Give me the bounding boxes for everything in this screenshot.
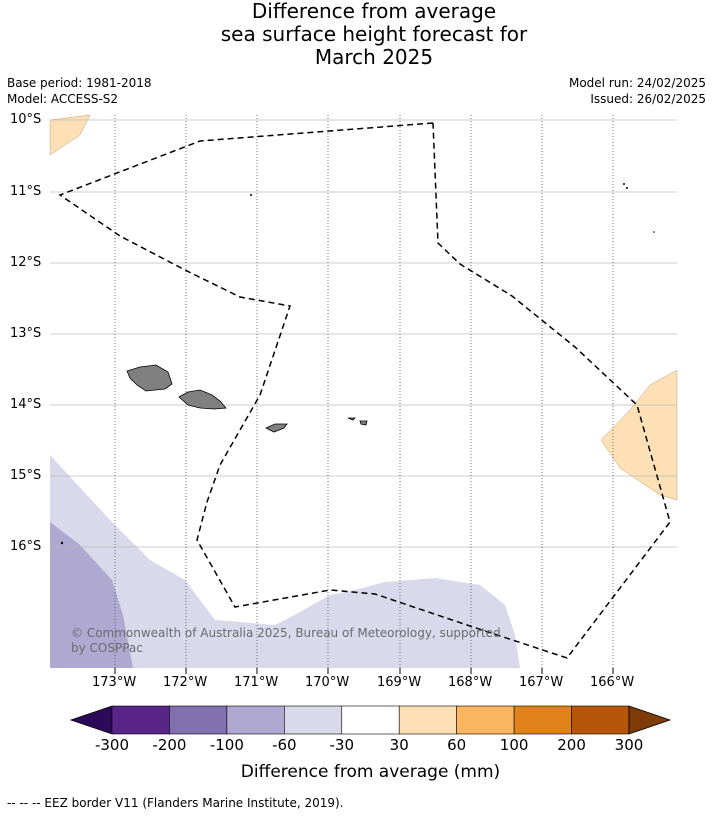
anomaly-light-orange-east [600, 369, 678, 501]
issued-date: Issued: 26/02/2025 [590, 92, 706, 106]
lat-label-11s: 11°S [10, 184, 42, 199]
colorbar-tick-label: 60 [447, 736, 467, 754]
lon-label-166w: 166°W [590, 675, 635, 690]
lon-ticks [114, 668, 614, 674]
model-run: Model run: 24/02/2025 [568, 76, 706, 90]
colorbar-bin [571, 705, 630, 735]
title-line-3: March 2025 [314, 45, 434, 69]
colorbar-label: Difference from average (mm) [240, 762, 501, 782]
islet-tokelau-b [626, 187, 628, 189]
anomaly-light-orange-northwest [49, 114, 91, 156]
eez-border [58, 122, 671, 659]
lat-label-13s: 13°S [10, 326, 42, 341]
lon-label-169w: 169°W [377, 675, 422, 690]
lon-label-171w: 171°W [234, 675, 279, 690]
eez-footnote: -- -- -- EEZ border V11 (Flanders Marine… [7, 796, 344, 810]
colorbar-tick-label: 300 [614, 736, 644, 754]
lon-label-172w: 172°W [163, 675, 208, 690]
map-title: Difference from average sea surface heig… [0, 0, 713, 69]
colorbar-tick-label: -60 [272, 736, 297, 754]
lat-label-12s: 12°S [10, 255, 42, 270]
island-savaii [126, 364, 173, 392]
base-period: Base period: 1981-2018 [7, 76, 152, 90]
islet-tokelau-c [653, 231, 655, 233]
islet-tokelau-a [623, 183, 625, 185]
colorbar-bin [226, 705, 285, 735]
model-name: Model: ACCESS-S2 [7, 92, 119, 106]
anomaly-mid-purple [50, 522, 133, 668]
colorbar-bin [513, 705, 572, 735]
colorbar-bin [341, 705, 400, 735]
lat-label-15s: 15°S [10, 468, 42, 483]
colorbar-tick-label: -300 [94, 736, 130, 754]
copyright-credit: © Commonwealth of Australia 2025, Bureau… [71, 626, 501, 656]
colorbar-tick-label: -100 [209, 736, 244, 754]
lon-label-173w: 173°W [92, 675, 137, 690]
colorbar-bin [111, 705, 170, 735]
credit-line-1: © Commonwealth of Australia 2025, Bureau… [71, 626, 501, 640]
lat-label-10s: 10°S [10, 112, 42, 127]
islet-swains [250, 194, 252, 196]
anomaly-light-purple [50, 455, 520, 668]
colorbar-extend-low [69, 705, 113, 735]
title-line-2: sea surface height forecast for [220, 22, 528, 46]
title-line-1: Difference from average [251, 0, 497, 23]
colorbar-tick-label: -30 [329, 736, 355, 754]
colorbar-bin [284, 705, 343, 735]
colorbar-tick-label: 100 [499, 736, 529, 754]
colorbar-tick-label: -200 [152, 736, 187, 754]
lon-label-167w: 167°W [519, 675, 564, 690]
colorbar-bin [169, 705, 228, 735]
lat-label-14s: 14°S [10, 397, 42, 412]
credit-line-2: by COSPPac [71, 641, 143, 655]
island-tau [359, 420, 368, 426]
lon-label-170w: 170°W [305, 675, 350, 690]
lon-gridlines [114, 115, 614, 668]
colorbar-tick-label: 200 [557, 736, 586, 754]
colorbar-tick-label: 30 [389, 736, 409, 754]
meta-left: Base period: 1981-2018 Model: ACCESS-S2 [7, 75, 152, 107]
islet-southwest [60, 541, 64, 545]
lat-gridlines [50, 119, 677, 548]
lon-label-168w: 168°W [448, 675, 493, 690]
colorbar-bin [456, 705, 515, 735]
colorbar-bin [398, 705, 457, 735]
lat-label-16s: 16°S [10, 539, 42, 554]
island-upolu [178, 389, 227, 410]
island-tutuila [265, 423, 288, 433]
colorbar-extend-high [628, 705, 672, 735]
island-ofu [347, 417, 356, 421]
meta-right: Model run: 24/02/2025 Issued: 26/02/2025 [569, 75, 706, 107]
colorbar [69, 705, 672, 735]
